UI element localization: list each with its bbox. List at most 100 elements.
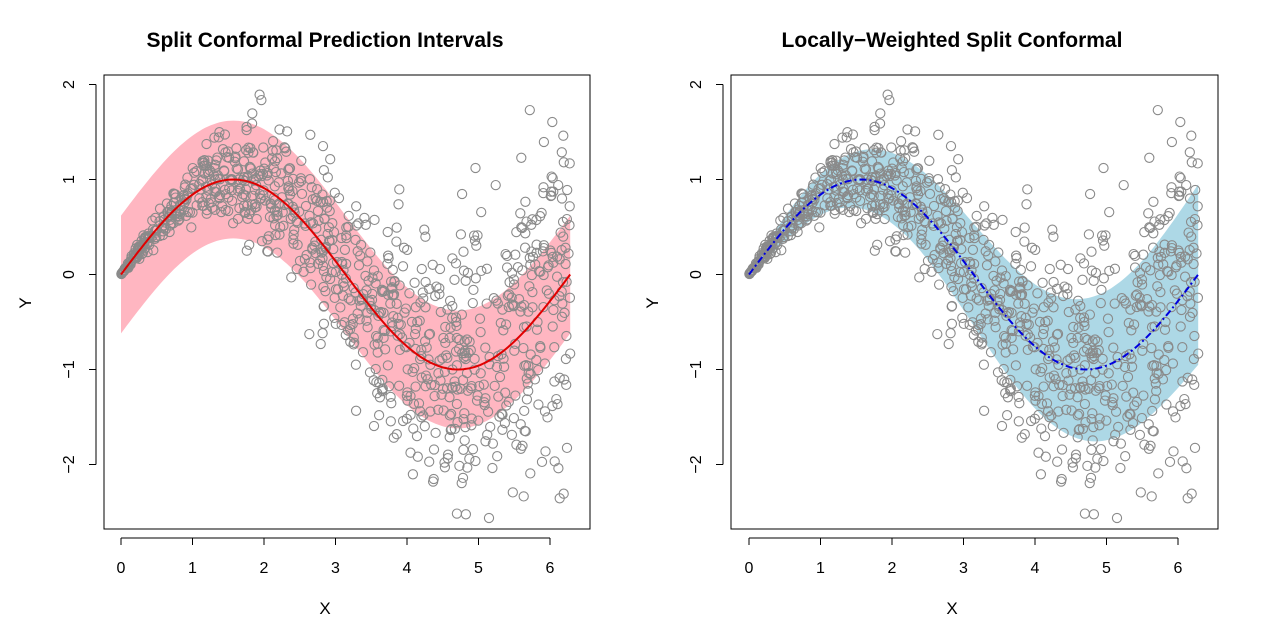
- right-scatter-point: [1010, 226, 1021, 238]
- right-scatter-point: [1073, 424, 1084, 436]
- right-scatter-point: [966, 265, 977, 276]
- right-chart-title: Locally−Weighted Split Conformal: [782, 29, 1123, 52]
- left-scatter-point: [289, 207, 300, 218]
- right-scatter-point: [1088, 275, 1099, 286]
- right-scatter-point: [1189, 330, 1200, 342]
- left-scatter-point: [199, 157, 210, 168]
- right-scatter-point: [964, 319, 975, 331]
- right-scatter-point: [939, 195, 950, 206]
- right-scatter-point: [1110, 406, 1122, 417]
- left-scatter-point: [269, 220, 281, 231]
- right-scatter-point: [1006, 324, 1017, 336]
- right-scatter-point: [1000, 270, 1011, 282]
- left-scatter-point: [362, 322, 373, 333]
- right-scatter-point: [1179, 251, 1191, 262]
- right-scatter-point: [1013, 416, 1024, 427]
- right-scatter-point: [895, 136, 907, 147]
- right-scatter-point: [971, 293, 982, 304]
- left-scatter-point: [476, 265, 487, 277]
- right-scatter-point: [1186, 231, 1197, 242]
- right-scatter-point: [885, 168, 897, 180]
- left-scatter-point: [388, 432, 399, 443]
- right-scatter-point: [852, 183, 863, 194]
- right-scatter-point: [1134, 429, 1146, 441]
- left-scatter-point: [229, 156, 240, 167]
- right-scatter-point: [1049, 342, 1060, 353]
- right-scatter-point: [1115, 462, 1126, 474]
- left-scatter-point: [520, 196, 531, 207]
- left-scatter-point: [256, 94, 267, 106]
- right-scatter-point: [901, 177, 912, 188]
- left-scatter-point: [368, 375, 379, 386]
- left-scatter-point: [223, 152, 235, 164]
- right-scatter-point: [772, 232, 783, 244]
- left-scatter-point: [531, 239, 542, 250]
- right-scatter-point: [972, 324, 984, 335]
- left-scatter-point: [394, 184, 405, 195]
- left-scatter-point: [234, 203, 245, 214]
- right-scatter-point: [1143, 208, 1154, 219]
- left-scatter-point: [520, 426, 531, 437]
- right-scatter-point: [1093, 383, 1105, 394]
- right-scatter-point: [1000, 347, 1011, 358]
- left-scatter-point: [447, 312, 458, 324]
- right-scatter-point: [823, 184, 834, 195]
- left-scatter-point: [466, 413, 477, 424]
- right-scatter-point: [1047, 421, 1058, 432]
- left-scatter-point: [561, 442, 573, 454]
- right-scatter-point: [1003, 306, 1015, 318]
- left-x-tick-label: 2: [260, 560, 269, 577]
- right-scatter-point: [969, 232, 980, 244]
- right-scatter-point: [1078, 312, 1090, 323]
- right-scatter-point: [859, 163, 870, 174]
- right-scatter-point: [1143, 419, 1154, 430]
- left-scatter-point: [465, 345, 476, 356]
- right-scatter-point: [938, 236, 949, 247]
- left-scatter-point: [437, 353, 448, 364]
- left-scatter-point: [123, 261, 134, 272]
- left-scatter-point: [416, 344, 427, 356]
- right-scatter-point: [1187, 374, 1198, 385]
- left-scatter-point: [179, 197, 190, 208]
- right-scatter-point: [1146, 491, 1157, 502]
- right-scatter-point: [1180, 398, 1191, 410]
- left-scatter-point: [226, 185, 237, 196]
- left-scatter-point: [547, 116, 558, 128]
- left-scatter-point: [402, 244, 413, 256]
- left-scatter-point: [557, 277, 569, 288]
- left-scatter-point: [446, 423, 457, 435]
- left-scatter-point: [472, 230, 483, 241]
- right-scatter-point: [1052, 456, 1063, 467]
- right-scatter-point: [927, 218, 938, 229]
- left-scatter-point: [551, 251, 563, 262]
- left-scatter-point: [260, 157, 271, 168]
- left-scatter-point: [424, 456, 435, 467]
- right-scatter-point: [1077, 376, 1088, 387]
- left-scatter-point: [445, 424, 456, 436]
- right-scatter-point: [909, 146, 920, 157]
- right-scatter-point: [837, 174, 848, 185]
- right-scatter-point: [1022, 344, 1033, 356]
- left-scatter-point: [500, 248, 511, 260]
- left-scatter-point: [462, 385, 473, 396]
- right-scatter-point: [1153, 349, 1164, 360]
- left-scatter-point: [198, 200, 209, 212]
- left-scatter-point: [538, 136, 550, 148]
- right-scatter-point: [1079, 508, 1091, 519]
- left-scatter-point: [498, 361, 510, 372]
- right-scatter-point: [1100, 230, 1111, 241]
- right-scatter-point: [1110, 429, 1121, 440]
- right-scatter-point: [1079, 332, 1090, 344]
- right-scatter-point: [1189, 442, 1201, 454]
- left-scatter-point: [517, 440, 528, 451]
- left-scatter-point: [548, 186, 559, 197]
- right-scatter-point: [1064, 389, 1075, 400]
- left-scatter-point: [373, 410, 385, 421]
- right-scatter-point: [1147, 242, 1159, 253]
- left-scatter-point: [343, 293, 354, 304]
- right-scatter-point: [807, 197, 818, 208]
- right-scatter-point: [898, 166, 910, 178]
- right-scatter-point: [1117, 380, 1128, 392]
- left-scatter-point: [305, 217, 317, 228]
